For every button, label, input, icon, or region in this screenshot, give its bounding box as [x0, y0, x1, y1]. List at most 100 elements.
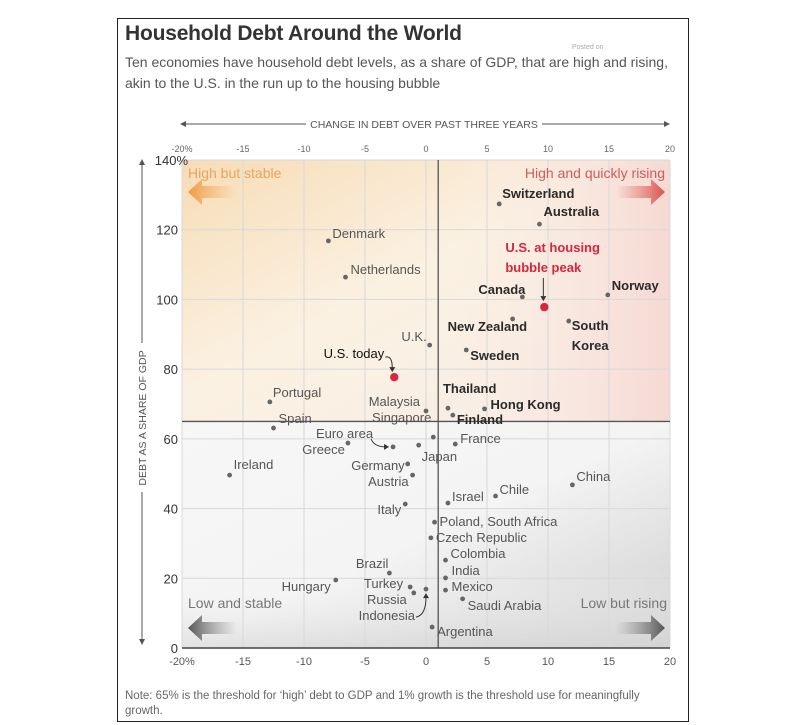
annotation-label: U.S. at housing	[505, 240, 600, 255]
point-label: Israel	[452, 489, 484, 504]
x-tick-label: 15	[603, 656, 615, 668]
y-tick-label: 60	[164, 432, 178, 447]
y-tick-label: 0	[171, 641, 178, 656]
axes: -20% -20% -15 -15 -10 -10 -5 -5 0 0 5 5 10 10 15 15 20 20…	[137, 119, 676, 668]
point-indonesia	[423, 586, 429, 592]
point-label: India	[452, 563, 481, 578]
watermark-text: Posted on	[572, 44, 604, 51]
x-tick-label-top: -20%	[171, 144, 192, 154]
point-saudi-arabia	[460, 596, 465, 602]
point-label: Hong Kong	[491, 397, 561, 412]
quadrant-arrow-left-icon	[188, 615, 237, 641]
y-tick-label: 100	[156, 292, 178, 307]
point-label: Thailand	[443, 381, 497, 396]
point-south-korea	[566, 318, 572, 324]
chart-subtitle: Ten economies have household debt levels…	[125, 54, 668, 91]
x-tick-label: -20%	[169, 656, 195, 668]
point-czech-republic	[428, 535, 434, 541]
point-u-s-today	[390, 372, 399, 382]
point-italy	[402, 501, 408, 507]
x-tick-label-top: 15	[604, 144, 614, 154]
point-label: Saudi Arabia	[468, 598, 542, 613]
point-finland	[450, 412, 456, 418]
point-sweden	[463, 347, 469, 353]
quadrant-label: Low but rising	[581, 595, 667, 611]
point-label: Finland	[457, 412, 503, 427]
chart-title: Household Debt Around the World	[125, 22, 462, 45]
data-points: Switzerland Australia Denmark Netherlands Ca…	[227, 186, 660, 639]
point-label: Sweden	[470, 348, 519, 363]
point-label: Argentina	[437, 624, 493, 639]
point-label: New Zealand	[448, 319, 528, 334]
point-colombia	[443, 557, 448, 563]
point-austria	[410, 472, 415, 478]
point-japan	[416, 442, 422, 448]
point-label: Korea	[572, 338, 610, 353]
point-label: Norway	[612, 278, 660, 293]
annotation-arrow	[415, 597, 427, 618]
point-switzerland	[496, 201, 502, 207]
point-russia	[411, 590, 417, 596]
y-axis-title: DEBT AS A SHARE OF GDP	[137, 350, 149, 485]
annotation-label: bubble peak	[505, 260, 582, 275]
x-tick-label-top: -15	[236, 144, 249, 154]
x-axis-title: CHANGE IN DEBT OVER PAST THREE YEARS	[310, 119, 538, 131]
gridlines	[181, 159, 671, 649]
point-australia	[537, 221, 542, 227]
arrow-up-icon	[139, 159, 145, 165]
arrow-down-icon	[139, 639, 145, 645]
point-label: Denmark	[332, 226, 385, 241]
point-label: Greece	[302, 442, 345, 457]
x-tick-label-top: 10	[543, 144, 553, 154]
point-denmark	[326, 238, 331, 244]
point-label: Mexico	[452, 579, 493, 594]
point-label: Singapore	[372, 410, 431, 425]
quadrant-arrow-right-icon	[616, 179, 665, 205]
quadrant-label: Low and stable	[188, 595, 282, 611]
y-tick-label: 80	[164, 362, 178, 377]
point-label: France	[460, 431, 500, 446]
point-china	[570, 482, 575, 488]
quadrant-labels: High but stable High and quickly rising Lo…	[188, 165, 667, 641]
footnote: Note: 65% is the threshold for ‘high’ de…	[125, 690, 640, 717]
x-tick-label: -10	[296, 656, 312, 668]
point-thailand	[445, 405, 451, 411]
point-france	[452, 441, 458, 447]
quadrant-label: High but stable	[188, 165, 282, 181]
point-malaysia	[423, 408, 429, 414]
x-tick-label: 0	[423, 656, 429, 668]
point-label: Brazil	[356, 556, 389, 571]
point-label: Australia	[543, 204, 599, 219]
point-hong-kong	[482, 406, 487, 412]
arrow-left-icon	[180, 121, 186, 127]
point-spain	[271, 425, 276, 431]
point-netherlands	[343, 274, 348, 280]
point-mexico	[443, 587, 448, 593]
point-argentina	[429, 624, 435, 630]
point-canada	[519, 294, 525, 300]
point-portugal	[267, 399, 273, 405]
y-tick-label: 20	[164, 571, 178, 586]
point-norway	[605, 292, 611, 298]
y-tick-label: 120	[156, 223, 178, 238]
point-label: Chile	[500, 482, 530, 497]
point-germany	[405, 461, 411, 467]
point-label: Switzerland	[502, 186, 574, 201]
point-label: Czech Republic	[436, 530, 528, 545]
point-label: Portugal	[273, 385, 322, 400]
point-brazil	[387, 570, 392, 576]
point-label: U.S. today	[324, 346, 385, 361]
point-label: Hungary	[282, 579, 332, 594]
x-tick-label: -5	[360, 656, 370, 668]
annotation-arrow	[385, 356, 393, 369]
point-label: South	[572, 318, 609, 333]
point-label: Spain	[279, 411, 312, 426]
point-ireland	[227, 472, 232, 478]
point-turkey	[407, 584, 413, 590]
x-tick-label: 5	[484, 656, 490, 668]
point-label: Indonesia	[359, 608, 416, 623]
x-tick-label: 10	[542, 656, 554, 668]
point-hungary	[333, 577, 339, 583]
arrow-right-icon	[384, 443, 390, 450]
